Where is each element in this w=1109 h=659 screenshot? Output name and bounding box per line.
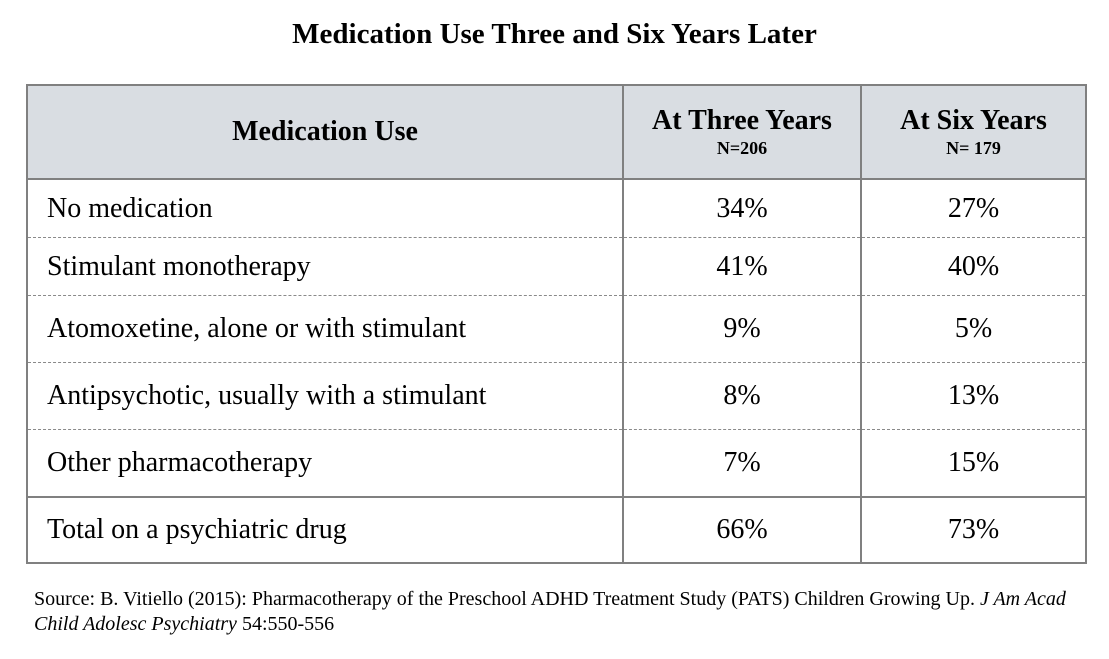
column-header-label: At Six Years [900,105,1047,136]
value-three-years: 41% [622,237,861,296]
column-header-label: Medication Use [232,116,418,147]
value-three-years: 9% [622,295,861,363]
value-six-years: 40% [860,237,1086,296]
row-label: Other pharmacotherapy [27,429,623,498]
citation-volume-pages: 54:550-556 [236,613,335,635]
table-row: Atomoxetine, alone or with stimulant 9% … [27,295,1086,363]
row-label: Antipsychotic, usually with a stimulant [27,362,623,430]
value-six-years: 15% [860,429,1086,498]
table-row: Antipsychotic, usually with a stimulant … [27,362,1086,430]
column-header-six-years: At Six Years N= 179 [860,85,1086,180]
value-three-years: 7% [622,429,861,498]
row-label: No medication [27,179,623,238]
table-header-row: Medication Use At Three Years N=206 At S… [27,85,1086,180]
source-text: Source: B. Vitiello (2015): Pharmacother… [34,588,980,610]
total-label: Total on a psychiatric drug [47,514,347,545]
journal-name: J Am Acad Child Adolesc Psychiatry [34,588,1066,635]
source-citation: Source: B. Vitiello (2015): Pharmacother… [34,587,1094,637]
page-title: Medication Use Three and Six Years Later [292,18,817,50]
row-label: Stimulant monotherapy [27,237,623,296]
medication-table: Medication Use At Three Years N=206 At S… [26,84,1087,564]
table-row: No medication 34% 27% [27,179,1086,238]
column-header-sample-size: N=206 [716,138,768,158]
column-header-medication-use: Medication Use [27,85,623,180]
column-header-sample-size: N= 179 [946,138,1001,158]
total-row: Total on a psychiatric drug 66% 73% [27,497,1086,563]
table-row: Other pharmacotherapy 7% 15% [27,429,1086,498]
total-six-years: 73% [860,497,1086,563]
total-three-years: 66% [622,497,861,563]
value-six-years: 13% [860,362,1086,430]
value-three-years: 8% [622,362,861,430]
column-header-three-years: At Three Years N=206 [622,85,861,180]
column-header-label: At Three Years [652,105,832,136]
value-six-years: 5% [860,295,1086,363]
row-label: Atomoxetine, alone or with stimulant [27,295,623,363]
value-three-years: 34% [622,179,861,238]
value-six-years: 27% [860,179,1086,238]
table-row: Stimulant monotherapy 41% 40% [27,237,1086,296]
